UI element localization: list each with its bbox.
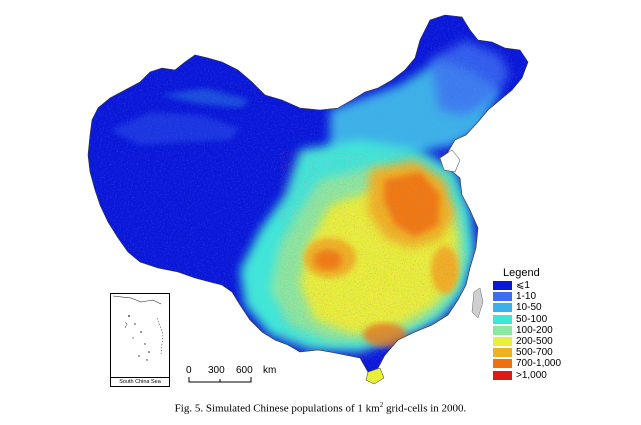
legend-item: ⩽1 bbox=[493, 280, 583, 291]
legend-label: 1-10 bbox=[516, 291, 537, 303]
scale-tick-0: 0 bbox=[186, 365, 192, 376]
legend-label: 10-50 bbox=[516, 302, 542, 314]
legend-swatch bbox=[493, 281, 512, 291]
figure-caption: Fig. 5. Simulated Chinese populations of… bbox=[0, 401, 641, 415]
inset-label: South China Sea bbox=[111, 377, 169, 386]
south-china-sea-inset: South China Sea bbox=[110, 293, 170, 387]
legend-swatch bbox=[493, 337, 512, 347]
legend-label: 100-200 bbox=[516, 324, 553, 336]
legend-swatch bbox=[493, 348, 512, 358]
legend-item: 700-1,000 bbox=[493, 358, 583, 369]
scale-bar: 0 300 600 km bbox=[186, 365, 288, 387]
legend-swatch bbox=[493, 325, 512, 335]
legend-label: 500-700 bbox=[516, 347, 553, 359]
caption-suffix: grid-cells in 2000. bbox=[383, 402, 467, 415]
legend-swatch bbox=[493, 370, 512, 380]
scale-line bbox=[188, 377, 252, 383]
inset-islands-graphic bbox=[112, 295, 164, 361]
legend-item: 1-10 bbox=[493, 291, 583, 302]
legend: Legend ⩽1 1-10 10-50 50-100 100-200 200-500 50… bbox=[493, 267, 583, 381]
legend-item: >1,000 bbox=[493, 370, 583, 381]
legend-label: 200-500 bbox=[516, 336, 553, 348]
legend-label: >1,000 bbox=[516, 369, 547, 381]
caption-prefix: Fig. 5. Simulated Chinese populations of… bbox=[174, 402, 380, 415]
scale-tick-600: 600 bbox=[236, 365, 253, 376]
hainan-island bbox=[365, 367, 385, 385]
scale-unit: km bbox=[263, 365, 277, 376]
legend-item: 200-500 bbox=[493, 336, 583, 347]
legend-item: 50-100 bbox=[493, 314, 583, 325]
scale-tick-300: 300 bbox=[208, 365, 225, 376]
caption-superscript: 2 bbox=[379, 401, 384, 409]
legend-label: 50-100 bbox=[516, 313, 548, 325]
legend-item: 500-700 bbox=[493, 347, 583, 358]
legend-label: 700-1,000 bbox=[516, 358, 562, 370]
legend-items: ⩽1 1-10 10-50 50-100 100-200 200-500 500-700 70… bbox=[493, 280, 583, 381]
legend-title: Legend bbox=[503, 267, 540, 279]
taiwan-island bbox=[471, 287, 484, 319]
bohai-sea bbox=[439, 149, 461, 173]
legend-swatch bbox=[493, 314, 512, 324]
legend-item: 10-50 bbox=[493, 302, 583, 313]
legend-label: ⩽1 bbox=[516, 280, 530, 292]
density-layers bbox=[88, 15, 528, 372]
legend-item: 100-200 bbox=[493, 325, 583, 336]
legend-swatch bbox=[493, 292, 512, 302]
legend-swatch bbox=[493, 359, 512, 369]
legend-swatch bbox=[493, 303, 512, 313]
